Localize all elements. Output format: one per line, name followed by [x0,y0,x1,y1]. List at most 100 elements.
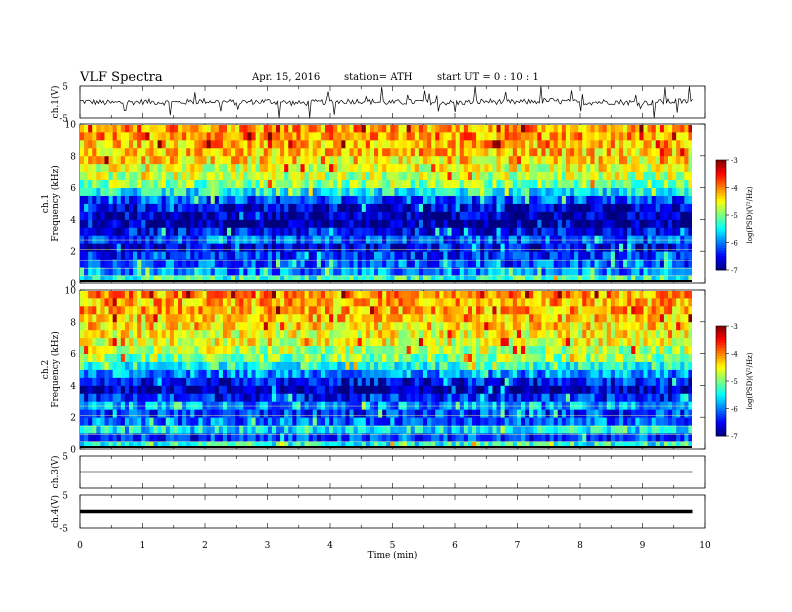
spectrogram-cell [435,267,440,276]
spectrogram-cell [320,171,326,181]
spectrogram-cell [374,203,379,212]
spectrogram-cell [492,267,497,276]
spectrogram-cell [672,139,677,149]
spectrogram-cell [627,393,632,402]
spectrogram-cell [149,401,154,410]
spectrogram-cell [570,433,575,442]
spectrogram-cell [263,369,269,378]
spectrogram-cell [406,131,412,141]
spectrogram-cell [182,219,187,228]
spectrogram-cell [435,259,440,268]
spectrogram-cell [382,401,387,410]
spectrogram-cell [169,369,175,378]
spectrogram-cell [267,179,273,188]
spectrogram-cell [173,259,179,268]
spectrogram-cell [590,369,595,378]
spectrogram-cell [296,187,301,196]
spectrogram-cell [165,227,171,236]
spectrogram-cell [655,425,661,434]
spectrogram-cell [427,171,432,181]
spectrogram-cell [137,243,142,252]
spectrogram-cell [463,179,469,188]
spectrogram-cell [659,211,665,220]
spectrogram-cell [124,251,130,260]
spectrogram-cell [488,187,493,196]
spectrogram-cell [161,433,167,442]
spectrogram-cell [647,211,653,220]
spectrogram-cell [80,441,85,448]
spectrogram-cell [414,203,420,212]
spectrogram-cell [227,259,232,268]
spectrogram-cell [516,211,522,220]
spectrogram-cell [525,401,530,410]
spectrogram-cell [96,211,101,220]
spectrogram-cell [231,139,236,149]
spectrogram-cell [427,235,432,244]
spectrogram-cell [382,425,387,434]
spectrogram-cell [337,211,342,220]
spectrogram-cell [173,401,179,410]
spectrogram-cell [165,235,171,244]
spectrogram-cell [406,227,412,236]
spectrogram-cell [451,203,457,212]
spectrogram-cell [672,417,677,426]
spectrogram-cell [218,179,224,188]
spectrogram-cell [169,401,175,410]
spectrogram-cell [680,425,685,434]
spectrogram-cell [586,203,591,212]
spectrogram-cell [451,211,457,220]
spectrogram-cell [267,251,273,260]
spectrogram-cell [447,417,452,426]
spectrogram-cell [602,401,608,410]
spectrogram-cell [190,275,195,282]
spectrogram-cell [463,251,469,260]
spectrogram-cell [668,219,673,228]
spectrogram-cell [406,259,412,268]
spectrogram-cell [647,417,653,426]
spectrogram-cell [476,203,481,212]
spectrogram-cell [668,369,673,378]
spectrogram-cell [276,243,281,252]
spectrogram-cell [516,187,522,196]
spectrogram-cell [329,267,334,276]
spectrogram-cell [357,179,363,188]
spectrogram-cell [349,275,354,282]
spectrogram-cell [329,187,334,196]
spectrogram-cell [512,267,518,276]
spectrogram-cell [104,139,109,149]
spectrogram-cell [325,377,330,386]
spectrogram-cell [390,401,395,410]
spectrogram-cell [316,275,322,282]
spectrogram-cell [267,433,273,442]
spectrogram-cell [276,251,281,260]
spectrogram-cell [549,385,555,394]
spectrogram-cell [443,259,448,268]
spectrogram-cell [500,131,506,141]
spectrogram-cell [602,155,608,165]
spectrogram-cell [247,433,252,442]
spectrogram-cell [374,227,379,236]
spectrogram-cell [304,163,310,173]
spectrogram-cell [414,179,420,188]
spectrogram-cell [423,155,428,165]
spectrogram-cell [619,433,624,442]
spectrogram-cell [239,235,244,244]
spectrogram-cell [247,259,252,268]
spectrogram-cell [365,401,371,410]
spectrogram-cell [308,219,314,228]
spectrogram-cell [455,369,461,378]
spectrogram-cell [178,203,183,212]
spectrogram-cell [619,417,624,426]
spectrogram-cell [92,267,97,276]
spectrogram-cell [455,211,461,220]
spectrogram-cell [500,125,506,133]
spectrogram-cell [288,275,293,282]
spectrogram-cell [549,147,555,157]
spectrogram-cell [222,377,228,386]
spectrogram-cell [345,131,350,141]
spectrogram-cell [492,235,497,244]
spectrogram-cell [382,203,387,212]
spectrogram-cell [198,147,203,157]
spectrogram-cell [308,433,314,442]
spectrogram-cell [357,131,363,141]
